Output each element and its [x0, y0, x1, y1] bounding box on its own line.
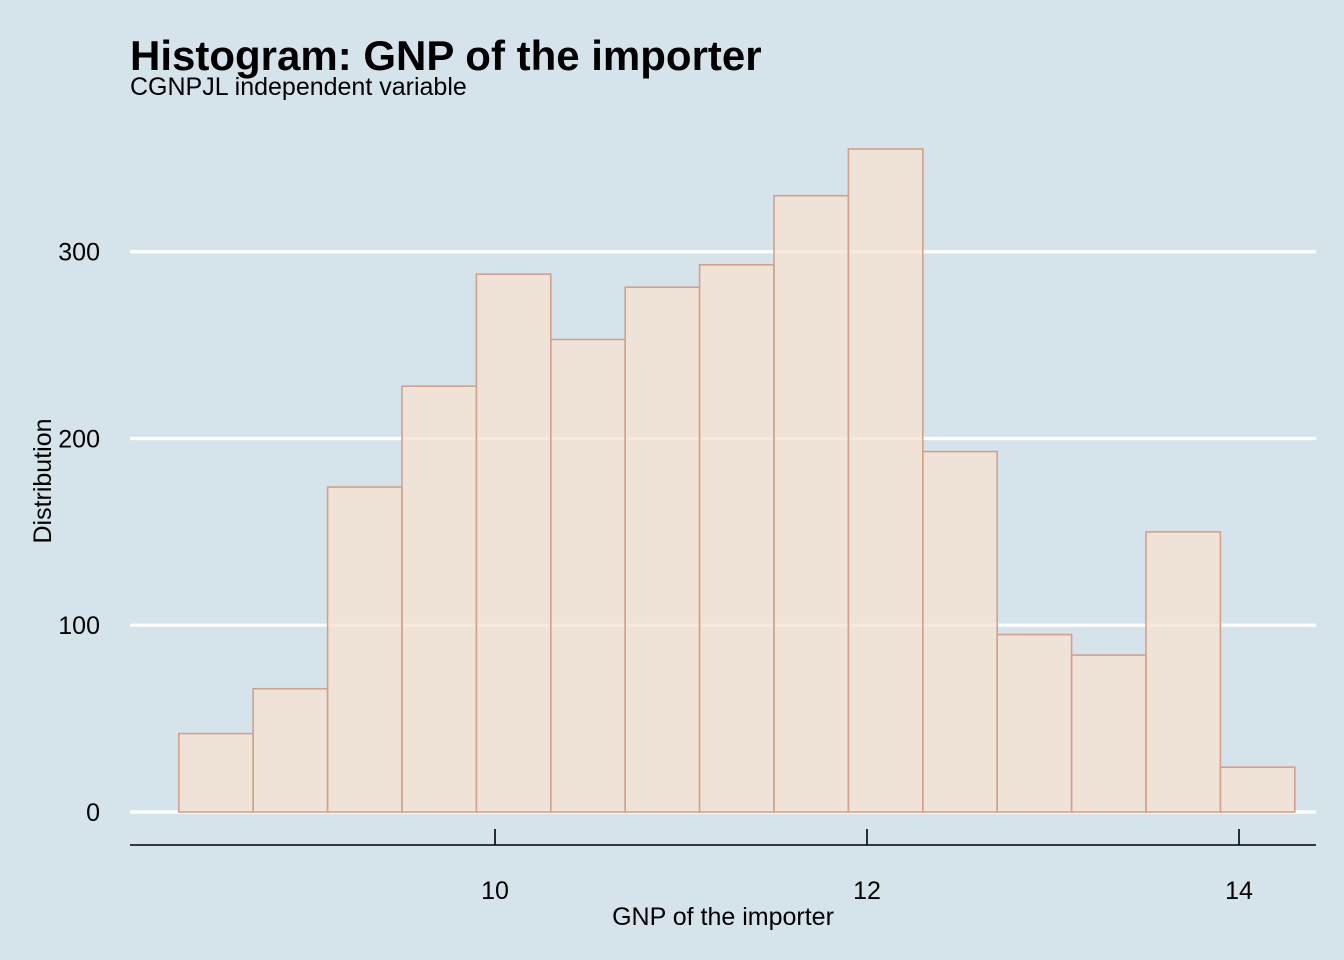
histogram-bar	[847, 148, 924, 813]
chart-title: Histogram: GNP of the importer	[130, 32, 762, 79]
histogram-bar	[549, 338, 626, 813]
histogram-bar	[326, 486, 403, 813]
chart-subtitle: CGNPJL independent variable	[130, 73, 467, 101]
y-tick-label: 200	[58, 425, 100, 453]
histogram-bar	[401, 385, 478, 813]
y-tick-label: 0	[86, 799, 100, 827]
histogram-bar	[698, 263, 775, 813]
histogram-bar	[624, 286, 701, 813]
x-tick-label: 12	[853, 877, 881, 905]
histogram-bar	[1145, 531, 1222, 813]
x-tick-label: 10	[481, 877, 509, 905]
y-axis-ticks: 0 100 200 300	[58, 239, 100, 827]
y-tick-label: 100	[58, 612, 100, 640]
histogram-bars	[178, 148, 1296, 813]
x-axis-label: GNP of the importer	[612, 903, 834, 931]
histogram-bar	[1219, 766, 1296, 813]
histogram-bar	[996, 633, 1073, 813]
x-axis: 10 12 14	[130, 829, 1316, 905]
histogram-bar	[252, 687, 329, 813]
histogram-bar	[773, 194, 850, 813]
x-tick-label: 14	[1225, 877, 1253, 905]
y-tick-label: 300	[58, 239, 100, 267]
histogram-bar	[1070, 654, 1147, 813]
histogram-bar	[475, 273, 552, 813]
histogram-bar	[178, 732, 255, 813]
histogram-bar	[921, 450, 998, 813]
y-axis-label: Distribution	[29, 418, 57, 543]
